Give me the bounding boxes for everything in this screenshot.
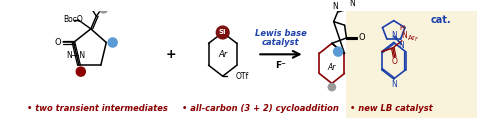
Text: • all-carbon (3 + 2) cycloaddition: • all-carbon (3 + 2) cycloaddition (182, 103, 338, 113)
Text: O: O (54, 38, 62, 47)
Text: BocO: BocO (64, 15, 84, 24)
Text: F⁻: F⁻ (276, 61, 286, 70)
Text: cat.: cat. (430, 15, 452, 25)
Text: Ar: Ar (328, 63, 336, 72)
Text: • new LB catalyst: • new LB catalyst (350, 103, 433, 113)
FancyBboxPatch shape (346, 11, 478, 118)
Circle shape (216, 26, 229, 39)
Circle shape (100, 5, 108, 13)
Text: H: H (400, 25, 404, 31)
Text: O: O (358, 33, 365, 42)
Text: Si: Si (219, 30, 226, 36)
Text: Ar$_F$: Ar$_F$ (406, 34, 419, 44)
Text: Lewis base: Lewis base (255, 29, 307, 38)
Circle shape (354, 0, 363, 8)
Text: Ar: Ar (218, 50, 228, 59)
Text: +: + (166, 48, 176, 61)
Text: N: N (401, 31, 406, 40)
Circle shape (334, 47, 342, 56)
Text: N: N (391, 31, 396, 40)
Circle shape (108, 38, 117, 47)
Text: OTf: OTf (236, 72, 248, 81)
Text: N: N (398, 41, 404, 50)
Text: • two transient intermediates: • two transient intermediates (27, 103, 168, 113)
Text: O: O (392, 57, 398, 66)
Circle shape (76, 67, 86, 76)
Circle shape (328, 83, 336, 91)
Text: N: N (391, 80, 396, 89)
Text: N: N (349, 0, 355, 8)
Text: N—N: N—N (66, 51, 86, 60)
Text: catalyst: catalyst (262, 38, 300, 47)
Text: N: N (332, 2, 338, 11)
